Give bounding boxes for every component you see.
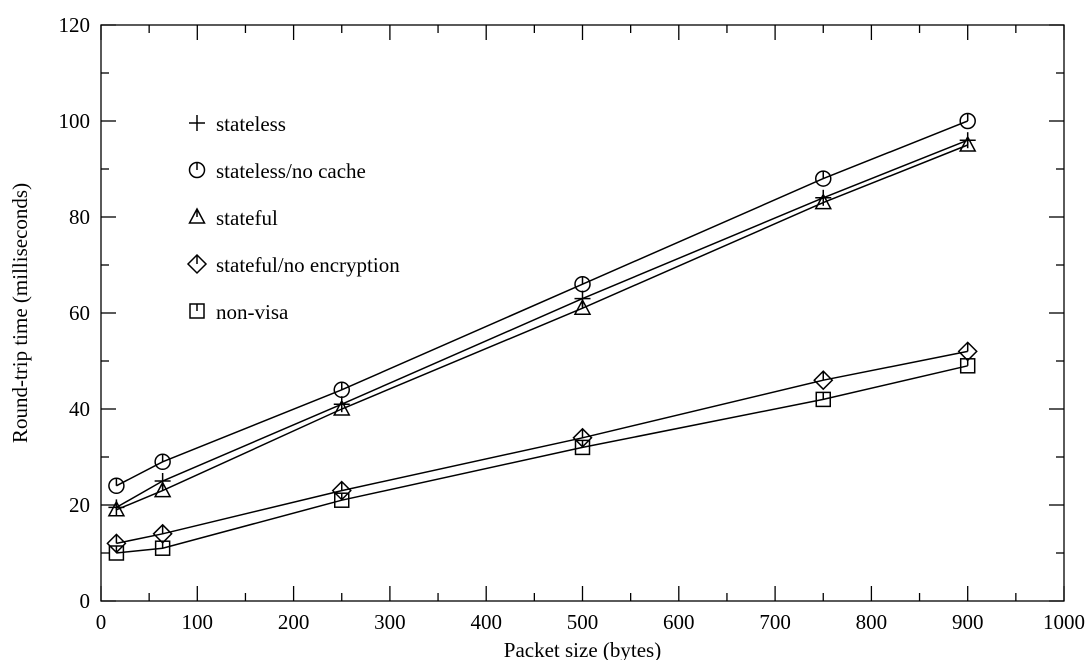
data-point-square (189, 303, 205, 319)
series-line-diamond (116, 350, 968, 545)
x-tick-label: 500 (567, 610, 599, 634)
legend-label: stateless/no cache (216, 159, 366, 183)
data-point-square (154, 540, 171, 556)
x-tick-label: 800 (856, 610, 888, 634)
x-tick-label: 600 (663, 610, 695, 634)
x-tick-label: 0 (96, 610, 107, 634)
y-tick-label: 120 (59, 13, 91, 37)
data-point-diamond (813, 370, 834, 391)
legend-label: stateless (216, 112, 286, 136)
data-point-circle (574, 275, 591, 293)
series-line-plus (116, 139, 968, 509)
x-tick-label: 100 (182, 610, 214, 634)
x-tick-label: 700 (759, 610, 791, 634)
x-tick-label: 300 (374, 610, 406, 634)
y-tick-label: 60 (69, 301, 90, 325)
data-point-triangle (107, 500, 126, 517)
legend-entry: stateless (189, 112, 286, 136)
y-tick-label: 80 (69, 205, 90, 229)
legend-label: stateful (216, 206, 278, 230)
data-point-circle (815, 170, 832, 187)
series-line-square (116, 365, 968, 554)
legend: stateless stateless/no cache stateful state… (186, 112, 400, 324)
legend-entry: non-visa (189, 300, 289, 324)
data-point-plus (189, 115, 205, 131)
data-point-square (959, 358, 976, 374)
data-point-diamond (152, 523, 173, 544)
data-point-square (334, 492, 350, 508)
legend-label: stateful/no encryption (216, 253, 400, 277)
data-point-triangle (188, 207, 206, 224)
x-tick-labels: 0 100 200 300 400 500 600 700 800 900 1000 (96, 610, 1085, 634)
data-point-triangle (573, 298, 592, 315)
data-point-triangle (153, 481, 172, 498)
data-point-circle (188, 161, 206, 179)
series-line-triangle (116, 144, 968, 511)
y-tick-label: 40 (69, 397, 90, 421)
x-tick-label: 1000 (1043, 610, 1085, 634)
data-point-square (574, 439, 591, 456)
data-point-triangle (958, 135, 977, 152)
data-point-diamond (957, 341, 978, 362)
y-tick-label: 0 (80, 589, 91, 613)
legend-label: non-visa (216, 300, 289, 324)
data-point-triangle (814, 193, 833, 210)
data-point-triangle (332, 399, 351, 416)
axis-ticks (100, 24, 1065, 602)
legend-entry: stateful (188, 206, 278, 230)
data-point-circle (108, 477, 125, 495)
y-tick-labels: 0 20 40 60 80 100 120 (59, 13, 91, 613)
legend-entry: stateful/no encryption (186, 253, 400, 277)
y-tick-label: 100 (59, 109, 91, 133)
x-tick-label: 900 (952, 610, 984, 634)
series-line-circle (116, 120, 968, 487)
y-axis-title: Round-trip time (milliseconds) (8, 183, 32, 443)
data-point-circle (959, 112, 976, 130)
data-point-square (108, 545, 125, 561)
x-tick-label: 200 (278, 610, 310, 634)
data-point-square (815, 391, 831, 408)
series-layer (106, 112, 978, 561)
x-tick-label: 400 (470, 610, 502, 634)
legend-entry: stateless/no cache (188, 159, 366, 183)
data-point-circle (333, 381, 350, 399)
data-point-circle (154, 453, 171, 471)
data-point-diamond (186, 253, 208, 275)
y-tick-label: 20 (69, 493, 90, 517)
x-axis-title: Packet size (bytes) (504, 638, 661, 660)
